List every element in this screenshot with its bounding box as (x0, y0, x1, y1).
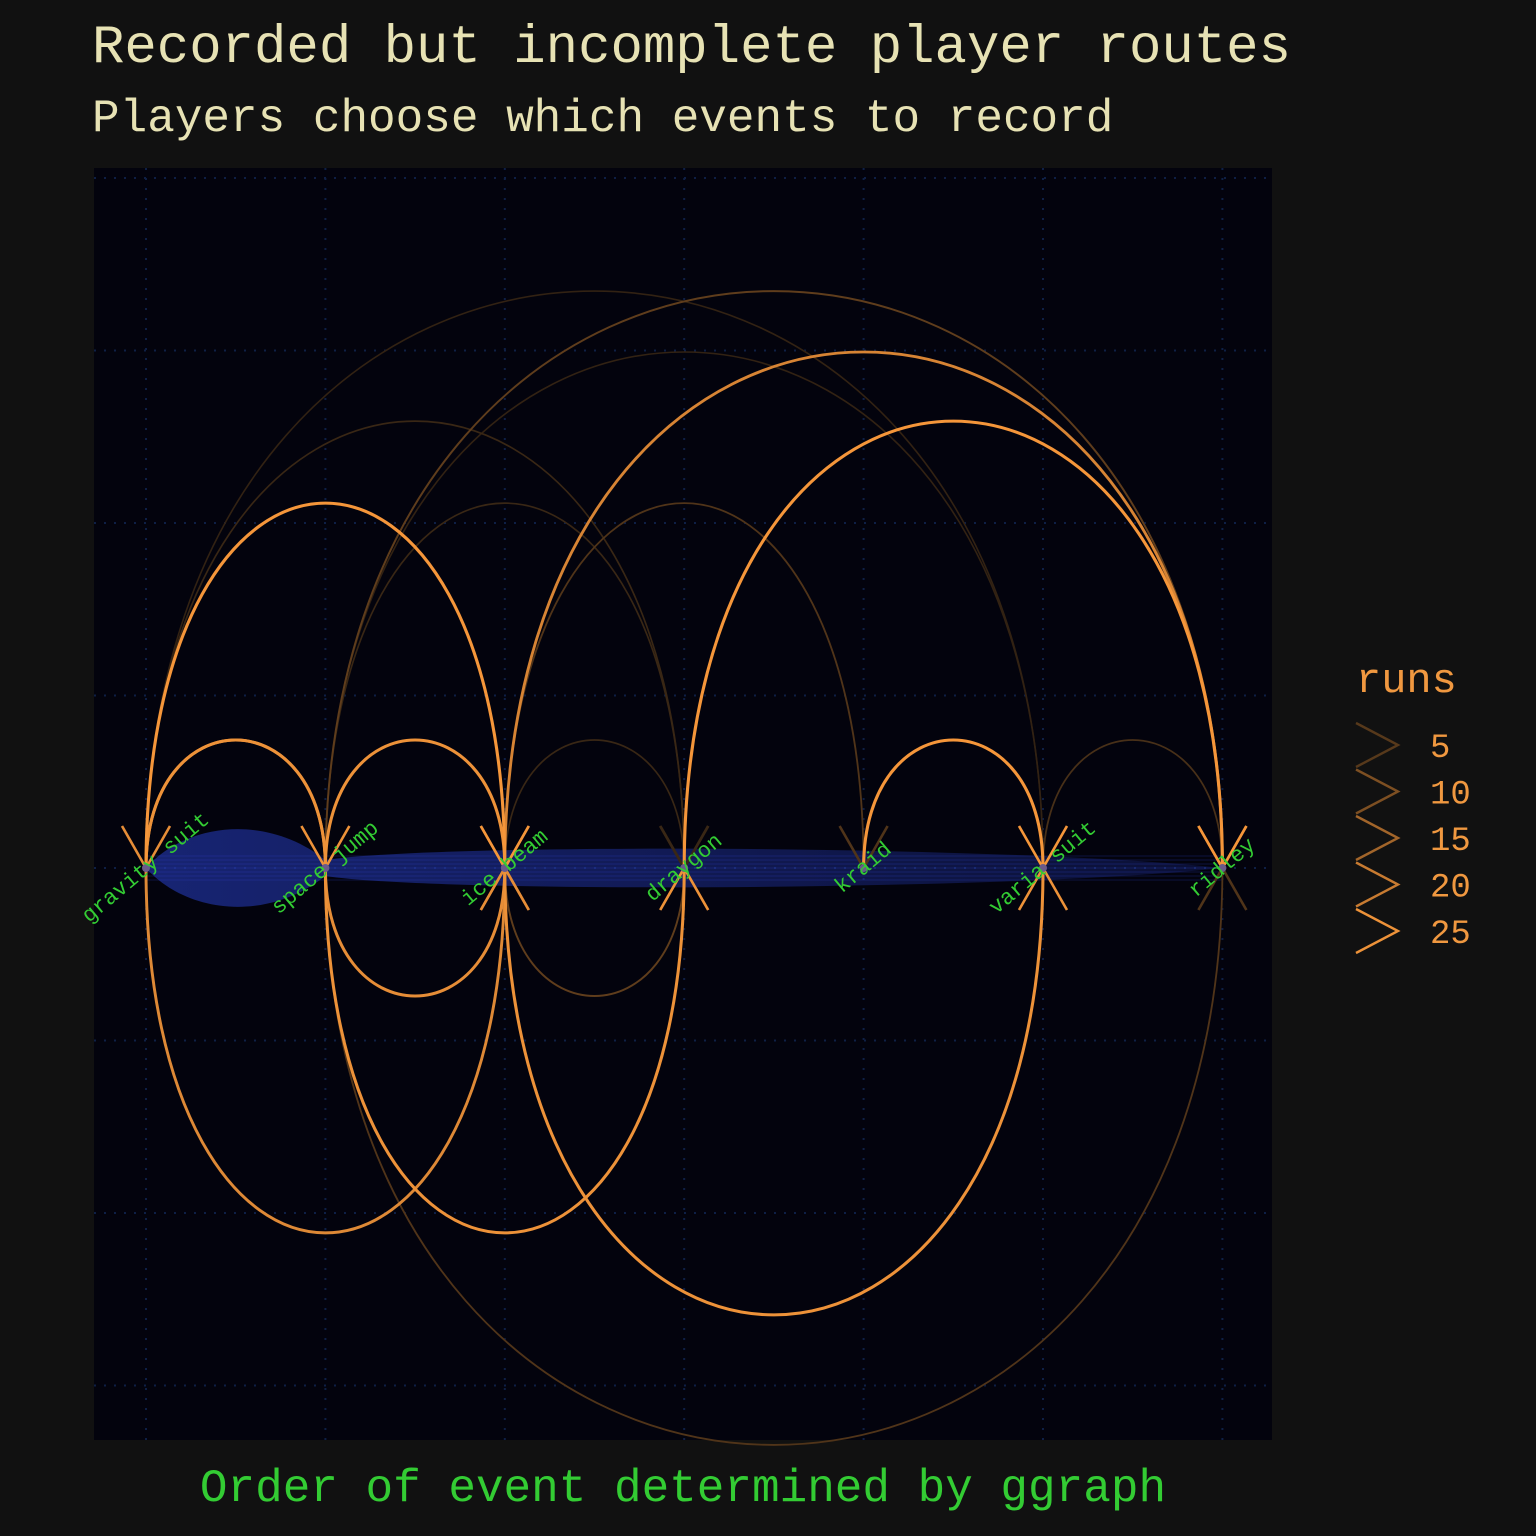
node-point (1218, 864, 1227, 872)
legend-label: 5 (1430, 730, 1450, 768)
edge-space-jump-to-ice-beam (323, 738, 507, 869)
edge-space-jump-to-ice-beam (323, 867, 507, 998)
legend-key-arrow (1355, 861, 1401, 908)
legend-label: 20 (1430, 870, 1471, 908)
legend-key-arrow (1355, 768, 1401, 815)
chart-title: Recorded but incomplete player routes (92, 18, 1291, 79)
legend-title: runs (1356, 657, 1457, 705)
legend-label: 25 (1430, 916, 1471, 954)
edge-ice-beam-to-kraid (503, 502, 865, 869)
edge-gravity-suit-to-varia-suit (145, 290, 1044, 869)
legend-key-arrow (1355, 814, 1401, 862)
edge-arcs (120, 290, 1248, 1446)
edge-space-jump-to-draygon (323, 867, 686, 1235)
node-point (680, 864, 689, 872)
edge-ice-beam-to-varia-suit (503, 867, 1045, 1317)
legend-label: 10 (1430, 777, 1471, 815)
edge-space-jump-to-draygon (324, 502, 686, 869)
edge-gravity-suit-to-space-jump (144, 738, 327, 869)
edge-gravity-suit-to-ice-beam (144, 867, 507, 1235)
edge-gravity-suit-to-draygon (145, 420, 686, 869)
x-axis-title: Order of event determined by ggraph (200, 1463, 1166, 1515)
legend-label: 15 (1430, 823, 1471, 861)
edge-ice-beam-to-ridley (503, 350, 1224, 869)
edge-gravity-suit-to-ice-beam (144, 501, 507, 869)
node-point (500, 864, 509, 872)
node-point (1039, 864, 1047, 872)
edge-varia-suit-to-ridley (1042, 739, 1224, 869)
node-point (142, 864, 150, 872)
plot-panel (94, 168, 1272, 1440)
edge-ice-beam-to-draygon (503, 739, 686, 869)
legend-key-arrow (1355, 907, 1401, 955)
edge-space-jump-to-varia-suit (324, 351, 1044, 869)
edge-ice-beam-to-draygon (503, 867, 686, 997)
edge-space-jump-to-ridley (324, 867, 1224, 1446)
legend-runs: runs 5 10 15 20 25 (1355, 657, 1471, 955)
edge-draygon-to-ridley (682, 419, 1224, 869)
node-point (321, 864, 330, 872)
edge-kraid-to-varia-suit (862, 738, 1045, 869)
chart-subtitle: Players choose which events to record (92, 93, 1113, 145)
node-point (859, 864, 868, 872)
legend-key-arrow (1355, 721, 1401, 769)
edge-space-jump-to-ridley (324, 290, 1224, 869)
